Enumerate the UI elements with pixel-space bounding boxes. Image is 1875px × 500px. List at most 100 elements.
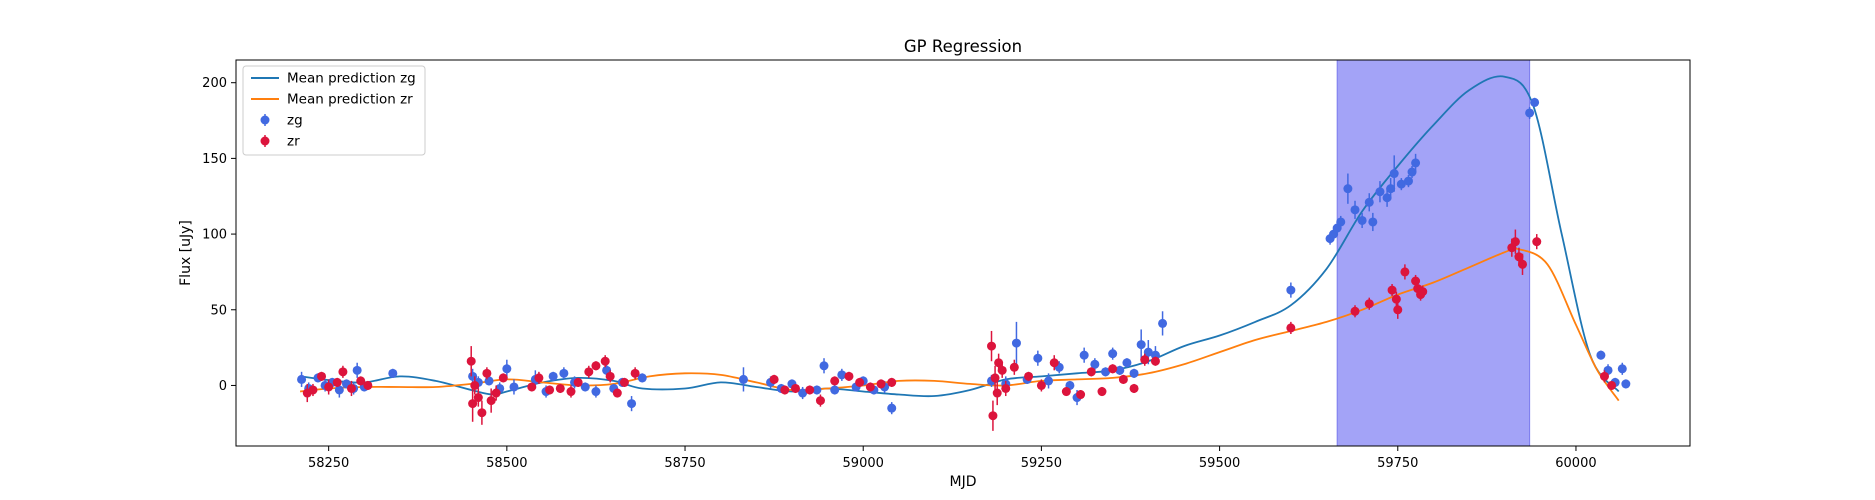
legend-marker-swatch (260, 115, 270, 125)
data-point (486, 388, 496, 413)
data-point (1101, 367, 1111, 377)
data-point (1364, 193, 1374, 212)
prediction-curves (299, 75, 1620, 402)
point-marker (566, 387, 576, 397)
data-point (990, 365, 1000, 390)
data-point (987, 330, 997, 362)
data-point (791, 383, 801, 394)
point-marker (363, 380, 373, 390)
data-point (1343, 173, 1353, 204)
point-marker (805, 385, 815, 395)
data-point (612, 388, 622, 398)
mean-line-0 (299, 75, 1620, 398)
point-marker (819, 361, 829, 371)
point-marker (1033, 353, 1043, 363)
point-marker (527, 382, 537, 392)
point-marker (798, 388, 808, 398)
point-marker (1387, 285, 1397, 295)
point-marker (1061, 387, 1071, 397)
data-point (780, 385, 790, 395)
data-point (1033, 350, 1043, 366)
point-marker (994, 358, 1004, 368)
point-marker (502, 364, 512, 374)
point-marker (555, 383, 565, 393)
point-marker (1621, 379, 1631, 389)
point-marker (1530, 97, 1540, 107)
point-marker (1336, 217, 1346, 227)
point-marker (830, 385, 840, 395)
plot-frame (235, 59, 1691, 447)
data-point (297, 371, 307, 387)
y-tick-label: 0 (219, 379, 227, 394)
data-point (473, 388, 483, 407)
data-point (1140, 353, 1150, 366)
data-point (573, 377, 583, 387)
point-marker (876, 379, 886, 389)
data-point (509, 379, 519, 395)
point-marker (1044, 376, 1054, 386)
data-point (1286, 282, 1296, 298)
legend-label: Mean prediction zr (287, 92, 413, 108)
data-point (356, 376, 366, 386)
data-point (1418, 285, 1428, 298)
point-marker (887, 377, 897, 387)
point-marker (548, 371, 558, 381)
data-point (566, 385, 576, 398)
point-marker (1364, 299, 1374, 309)
point-marker (1393, 305, 1403, 315)
x-tick-label: 59000 (843, 456, 884, 471)
data-point (591, 385, 601, 398)
data-point (830, 385, 840, 395)
data-point (1049, 355, 1059, 371)
point-marker (324, 382, 334, 392)
point-marker (1364, 197, 1374, 207)
data-point (308, 383, 318, 397)
point-marker (988, 411, 998, 421)
point-marker (1001, 383, 1011, 393)
data-point (466, 346, 476, 377)
point-marker (627, 399, 637, 409)
data-point (830, 376, 840, 386)
data-point (815, 394, 825, 407)
point-marker (1389, 169, 1399, 179)
point-marker (780, 385, 790, 395)
data-point (1607, 380, 1617, 390)
point-marker (1097, 387, 1107, 397)
data-point (1510, 229, 1520, 254)
point-marker (1122, 358, 1132, 368)
data-point (1286, 321, 1296, 334)
point-marker (1086, 367, 1096, 377)
point-marker (997, 365, 1007, 375)
point-marker (987, 341, 997, 351)
point-marker (591, 361, 601, 371)
x-tick-label: 58250 (308, 456, 349, 471)
data-point (1118, 374, 1128, 384)
point-marker (317, 371, 327, 381)
data-point (1108, 347, 1118, 360)
data-point (1389, 155, 1399, 192)
x-tick-label: 59750 (1377, 456, 1418, 471)
point-marker (992, 388, 1002, 398)
data-point (738, 367, 748, 392)
data-point (1387, 284, 1397, 297)
point-marker (1009, 362, 1019, 372)
data-point (637, 373, 647, 383)
data-point (477, 400, 487, 425)
point-marker (1076, 390, 1086, 400)
point-marker (1518, 259, 1528, 269)
point-marker (1140, 355, 1150, 365)
point-marker (1411, 276, 1421, 286)
point-marker (600, 356, 610, 366)
data-point (887, 377, 897, 387)
point-marker (1368, 217, 1378, 227)
point-marker (1036, 380, 1046, 390)
point-marker (855, 377, 865, 387)
data-point (1530, 97, 1540, 107)
point-marker (1514, 252, 1524, 262)
data-point (1011, 321, 1021, 365)
point-marker (1011, 338, 1021, 348)
data-point (1336, 215, 1346, 229)
x-axis-ticks: 58250 58500 58750 59000 59250 59500 59750 60000 (308, 446, 1597, 471)
point-marker (612, 388, 622, 398)
data-point (559, 367, 569, 380)
